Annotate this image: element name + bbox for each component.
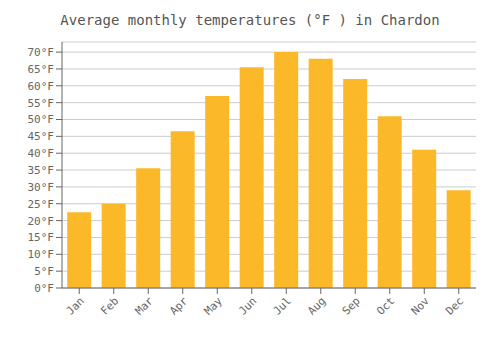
svg-text:45°F: 45°F: [28, 130, 55, 143]
svg-text:May: May: [202, 294, 226, 318]
svg-text:5°F: 5°F: [34, 265, 54, 278]
svg-text:40°F: 40°F: [28, 147, 55, 160]
html-text:Average monthly temperatures (: Average monthly temperatures (°F ) in Ch…: [60, 12, 440, 28]
svg-text:Apr: Apr: [167, 294, 191, 318]
svg-text:30°F: 30°F: [28, 181, 55, 194]
svg-text:Mar: Mar: [133, 294, 157, 318]
svg-text:65°F: 65°F: [28, 63, 55, 76]
svg-text:35°F: 35°F: [28, 164, 55, 177]
svg-text:Aug: Aug: [305, 294, 328, 317]
svg-text:Oct: Oct: [374, 294, 397, 317]
svg-text:70°F: 70°F: [28, 46, 55, 59]
svg-text:Jun: Jun: [236, 294, 259, 317]
svg-text:15°F: 15°F: [28, 231, 55, 244]
svg-text:10°F: 10°F: [28, 248, 55, 261]
svg-text:Jul: Jul: [271, 294, 294, 317]
svg-text:Feb: Feb: [98, 294, 121, 317]
svg-text:50°F: 50°F: [28, 113, 55, 126]
svg-text:55°F: 55°F: [28, 97, 55, 110]
svg-text:Dec: Dec: [443, 294, 466, 317]
svg-text:Sep: Sep: [340, 294, 363, 317]
svg-text:25°F: 25°F: [28, 198, 55, 211]
svg-text:20°F: 20°F: [28, 215, 55, 228]
svg-text:0°F: 0°F: [34, 282, 54, 295]
svg-text:Nov: Nov: [409, 294, 433, 318]
svg-text:Jan: Jan: [64, 294, 87, 317]
svg-text:60°F: 60°F: [28, 80, 55, 93]
